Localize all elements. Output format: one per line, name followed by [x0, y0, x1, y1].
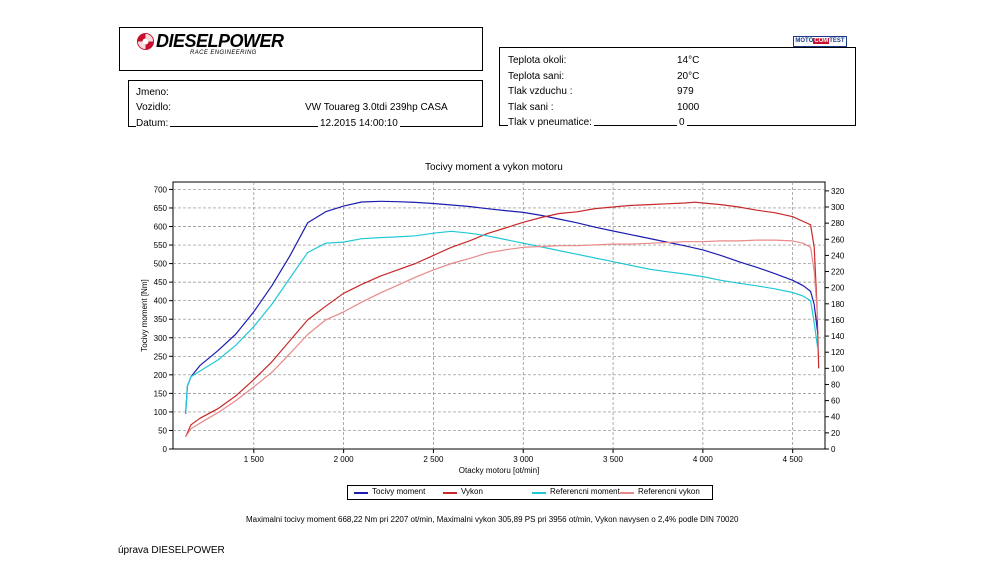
x-tick-label: 2 000 [334, 455, 355, 464]
y2-tick-label: 220 [831, 268, 845, 277]
x-tick-label: 2 500 [423, 455, 444, 464]
badge-right-text: TEST [829, 38, 845, 44]
y-tick-label: 650 [154, 204, 168, 213]
x-tick-label: 1 500 [244, 455, 265, 464]
datum-value: 12.2015 14:00:10 [318, 118, 400, 129]
brand-subtitle: RACE ENGINEERING [190, 50, 257, 56]
y2-tick-label: 320 [831, 187, 845, 196]
y-tick-label: 700 [154, 185, 168, 194]
logo-panel [119, 27, 483, 71]
y2-tick-label: 80 [831, 380, 840, 389]
jmeno-label: Jmeno: [136, 87, 169, 98]
motocom-badge: MOTOCOMTEST [793, 36, 847, 47]
turbo-icon [136, 32, 155, 51]
y2-tick-label: 180 [831, 300, 845, 309]
y2-tick-label: 280 [831, 219, 845, 228]
x-tick-label: 3 000 [513, 455, 534, 464]
y-tick-label: 450 [154, 278, 168, 287]
y-tick-label: 300 [154, 334, 168, 343]
y-tick-label: 400 [154, 297, 168, 306]
torque-power-chart: 0501001502002503003504004505005506006507… [140, 181, 845, 475]
vozidlo-value: VW Touareg 3.0tdi 239hp CASA [305, 102, 448, 113]
conditions-panel [499, 47, 856, 126]
y2-tick-label: 260 [831, 235, 845, 244]
y2-tick-label: 160 [831, 316, 845, 325]
y2-tick-label: 120 [831, 348, 845, 357]
legend-swatch [443, 492, 457, 494]
series-line-3 [185, 230, 819, 414]
y2-tick-label: 240 [831, 251, 845, 260]
y-tick-label: 600 [154, 223, 168, 232]
y-tick-label: 500 [154, 260, 168, 269]
y-tick-label: 0 [163, 445, 168, 454]
chart-title: Tocivy moment a vykon motoru [425, 162, 563, 173]
legend-swatch [532, 492, 546, 494]
condition-value: 979 [677, 86, 694, 98]
y2-tick-label: 0 [831, 445, 836, 454]
footer-text: úprava DIESELPOWER [118, 545, 225, 556]
summary-text: Maximalni tocivy moment 668,22 Nm pri 22… [246, 515, 739, 524]
y-axis-label: Tocivy moment [Nm] [140, 279, 149, 351]
y-tick-label: 550 [154, 241, 168, 250]
y2-tick-label: 60 [831, 397, 840, 406]
condition-label: Tlak v pneumatice: [508, 117, 594, 129]
y-tick-label: 200 [154, 371, 168, 380]
x-tick-label: 4 000 [693, 455, 714, 464]
x-tick-label: 4 500 [783, 455, 804, 464]
condition-label: Teplota okoli: [508, 55, 567, 66]
brand-name: DIESELPOWER [156, 31, 284, 51]
legend-label: Referencni vykon [638, 487, 700, 496]
condition-label: Tlak vzduchu : [508, 86, 573, 98]
y2-tick-label: 100 [831, 364, 845, 373]
y-tick-label: 50 [158, 426, 167, 435]
y-tick-label: 250 [154, 352, 168, 361]
y-tick-label: 350 [154, 315, 168, 324]
series-line-4 [185, 239, 819, 438]
legend-swatch [354, 492, 368, 494]
y-tick-label: 150 [154, 389, 168, 398]
datum-label: Datum: [136, 118, 171, 129]
condition-value: 0 [677, 117, 687, 129]
y2-tick-label: 40 [831, 413, 840, 422]
legend-label: Vykon [461, 487, 483, 496]
y2-tick-label: 140 [831, 332, 845, 341]
condition-value: 14°C [677, 55, 700, 66]
vozidlo-label: Vozidlo: [136, 102, 172, 113]
badge-mid-text: COM [813, 38, 830, 44]
legend-label: Tocivy moment [372, 487, 426, 496]
series-line-2 [185, 201, 820, 438]
y2-tick-label: 20 [831, 429, 840, 438]
series-line-1 [185, 200, 819, 414]
condition-label: Teplota sani: [508, 70, 565, 82]
plot-frame [172, 181, 826, 450]
y-tick-label: 100 [154, 408, 168, 417]
y2-tick-label: 200 [831, 284, 845, 293]
legend-label: Referencni moment [550, 487, 620, 496]
y2-tick-label: 300 [831, 203, 845, 212]
chart-legend: Tocivy moment Vykon Referencni moment Refer… [347, 485, 713, 500]
condition-value: 20°C [677, 70, 700, 82]
legend-swatch [620, 492, 634, 494]
vehicle-info-panel [128, 80, 483, 127]
condition-label: Tlak sani : [508, 101, 554, 113]
badge-left-text: MOTO [795, 38, 814, 44]
condition-value: 1000 [677, 101, 700, 113]
x-axis-label: Otacky motoru [ot/min] [459, 466, 539, 475]
x-tick-label: 3 500 [603, 455, 624, 464]
